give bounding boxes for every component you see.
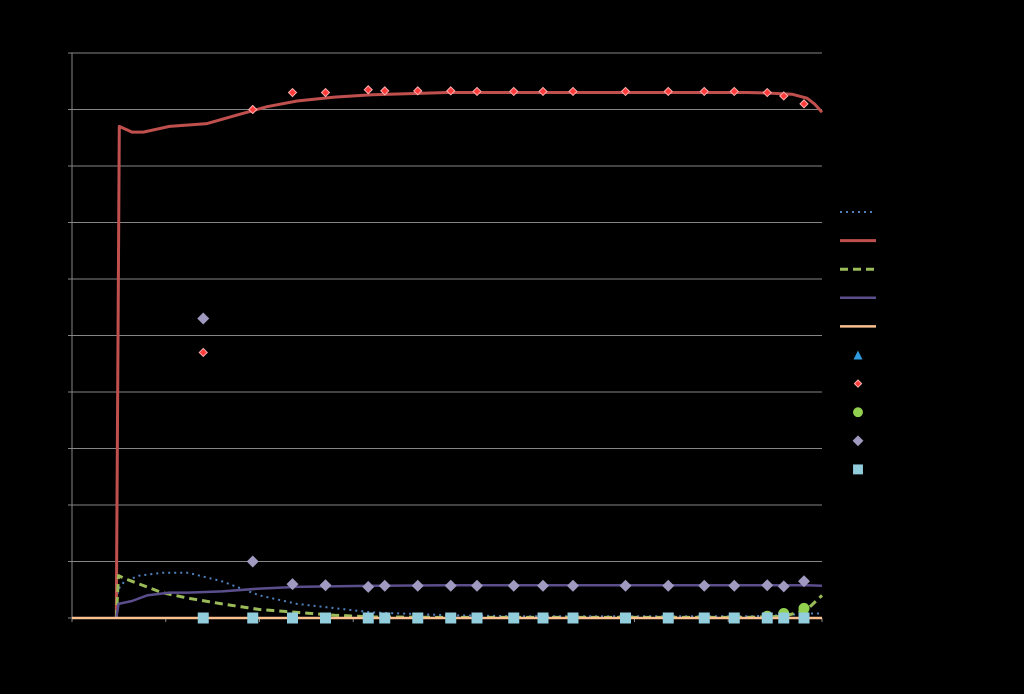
square-marker [247, 612, 259, 624]
diamond-marker [446, 86, 456, 96]
square-marker [853, 464, 863, 475]
square-marker [362, 612, 374, 624]
diamond-marker [729, 86, 739, 97]
square-marker [445, 612, 457, 624]
square-marker [379, 612, 391, 624]
diamond-marker [567, 579, 579, 592]
gridlines [72, 52, 822, 562]
diamond-marker [246, 555, 259, 568]
circle-marker [853, 407, 863, 418]
square-marker [508, 612, 520, 624]
diamond-marker [537, 579, 549, 592]
square-marker [620, 612, 631, 624]
diamond-marker [471, 579, 483, 592]
legend [840, 211, 876, 475]
diamond-marker [798, 575, 810, 588]
square-marker [761, 612, 773, 624]
square-marker [698, 612, 710, 624]
diamond-marker [728, 579, 741, 592]
series-line-2 [114, 91, 824, 619]
diamond-marker [197, 312, 210, 325]
square-marker [778, 612, 790, 624]
diamond-marker [779, 91, 789, 101]
square-marker [412, 612, 424, 624]
diamond-marker [568, 86, 578, 97]
diamond-marker [362, 580, 375, 593]
diamond-marker [761, 579, 774, 592]
square-marker [320, 612, 331, 624]
diamond-marker [507, 579, 520, 592]
diamond-marker [509, 86, 519, 97]
series-line-4 [115, 583, 823, 619]
diamond-marker [620, 86, 631, 97]
diamond-marker [698, 579, 711, 592]
square-marker [287, 612, 298, 624]
diamond-marker [538, 86, 548, 97]
diamond-marker [699, 86, 709, 97]
square-marker [728, 612, 740, 624]
diamond-marker [762, 87, 772, 98]
marker-series-group [197, 85, 810, 624]
diamond-marker [378, 579, 391, 592]
square-marker [197, 612, 209, 624]
square-marker [567, 612, 579, 624]
diamond-marker [363, 85, 373, 95]
diamond-marker [411, 579, 424, 592]
series-line-3 [114, 574, 824, 619]
diamond-marker [413, 86, 423, 96]
diamond-marker [380, 86, 390, 96]
diamond-marker [472, 86, 482, 97]
triangle-marker [853, 350, 863, 360]
diamond-marker [444, 579, 457, 592]
diamond-marker [287, 87, 298, 98]
square-marker [471, 612, 483, 624]
diamond-marker [320, 87, 331, 98]
diamond-marker [852, 435, 864, 447]
square-marker [537, 612, 549, 624]
diamond-marker [663, 86, 673, 97]
diamond-marker [777, 580, 790, 593]
diamond-marker [248, 104, 258, 115]
square-marker [662, 612, 674, 624]
diamond-marker [286, 578, 299, 591]
diamond-marker [319, 579, 332, 592]
diamond-marker [799, 99, 809, 109]
circle-marker [798, 602, 810, 614]
diamond-marker [198, 347, 208, 358]
square-marker [798, 612, 810, 624]
diamond-marker [619, 579, 632, 592]
diamond-marker [662, 579, 675, 592]
diamond-marker [853, 379, 863, 388]
